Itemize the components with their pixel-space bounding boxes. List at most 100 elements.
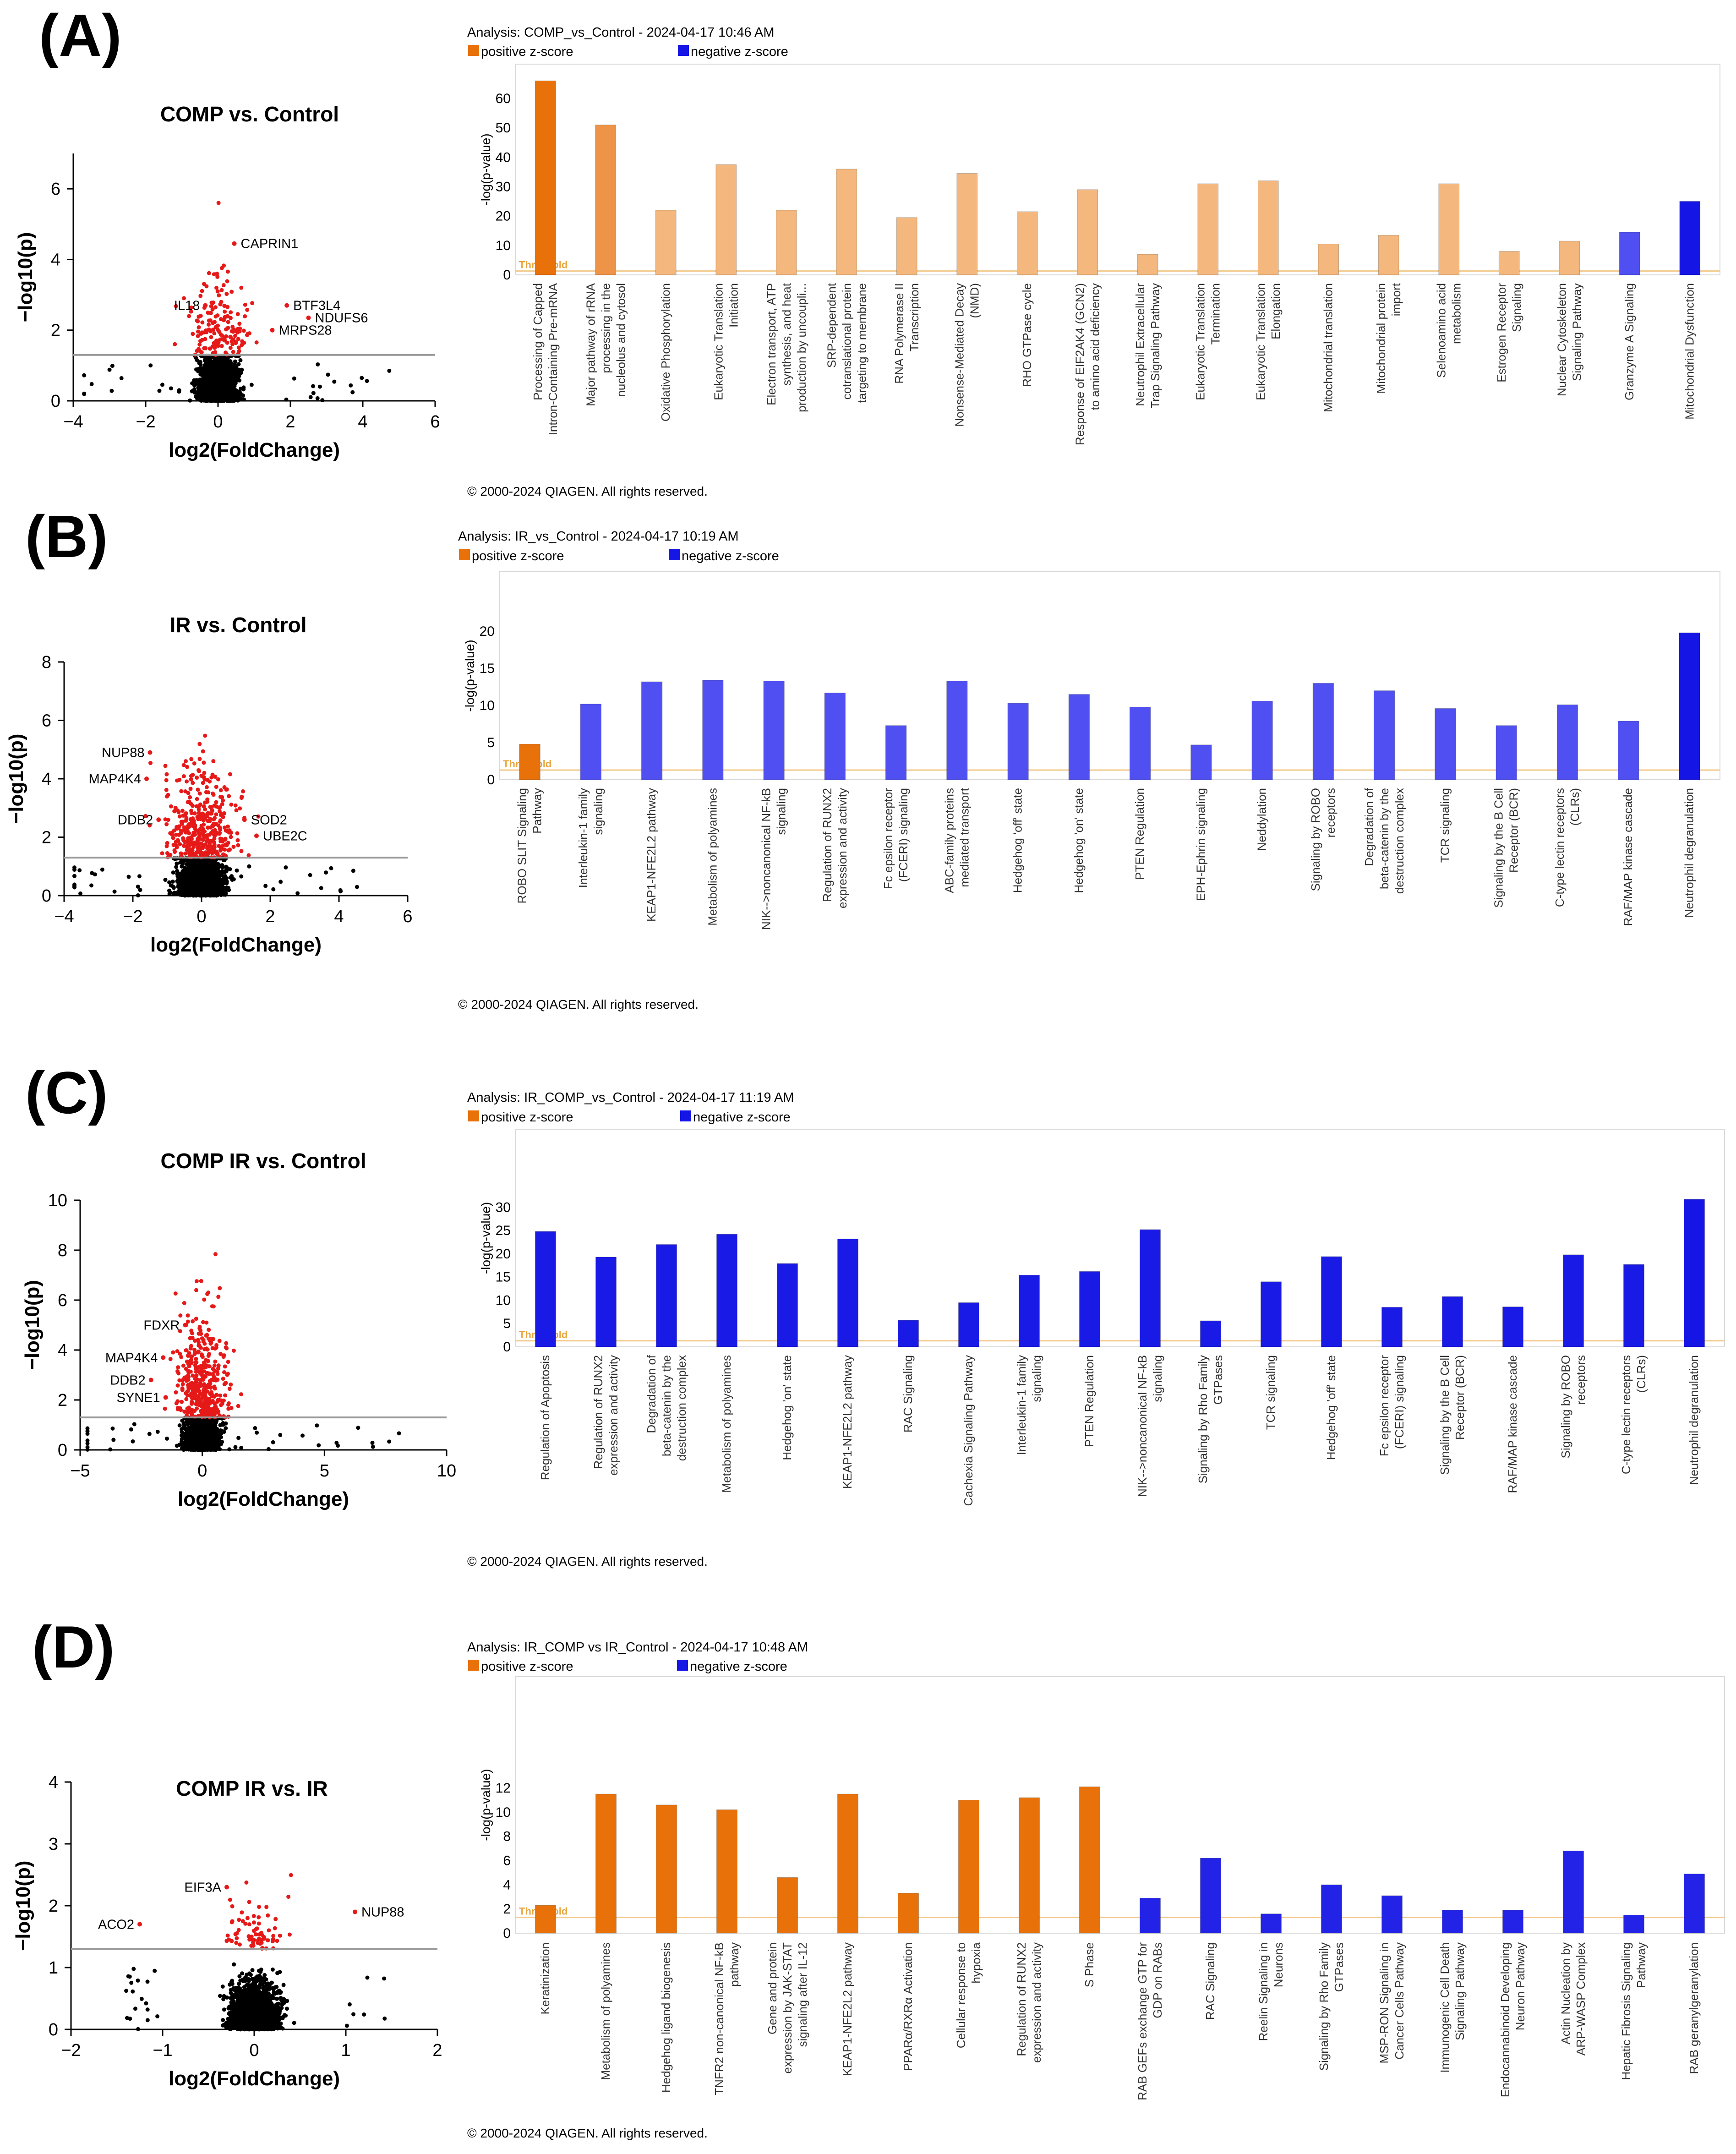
volcano-point: [320, 398, 325, 403]
volcano-point: [311, 391, 316, 395]
volcano-sig-point: [210, 344, 215, 349]
volcano-sig-point: [213, 314, 218, 319]
volcano-sig-point: [254, 340, 259, 344]
volcano-point: [217, 389, 222, 394]
volcano-sig-point: [225, 305, 230, 309]
volcano-point: [190, 864, 195, 869]
volcano-point: [227, 365, 232, 369]
bar: [1077, 189, 1098, 275]
volcano-point: [232, 399, 237, 403]
volcano-point: [112, 889, 117, 894]
volcano-sig-point: [189, 305, 194, 310]
volcano-sig-point: [180, 820, 185, 824]
volcano-sig-point: [236, 337, 240, 341]
y-tick-label: 2: [51, 321, 60, 340]
volcano-point: [89, 883, 94, 888]
volcano-sig-point: [243, 314, 247, 319]
volcano-point: [224, 881, 229, 886]
volcano-sig-point: [197, 342, 202, 347]
volcano-point: [177, 389, 181, 394]
volcano-sig-point: [202, 282, 206, 286]
volcano-point: [192, 884, 197, 889]
y-tick-label: 50: [496, 120, 511, 136]
volcano-point: [167, 891, 172, 896]
volcano-point: [199, 883, 204, 887]
volcano-sig-point: [178, 842, 182, 847]
volcano-sig-point: [213, 833, 218, 837]
gene-label: CAPRIN1: [241, 237, 299, 251]
copyright-notice: © 2000-2024 QIAGEN. All rights reserved.: [467, 484, 708, 498]
labeled-gene-point: [270, 328, 275, 333]
volcano-point: [207, 366, 212, 371]
volcano-point: [215, 361, 220, 365]
volcano-point: [199, 872, 203, 877]
volcano-point: [228, 867, 232, 871]
volcano-sig-point: [224, 350, 228, 355]
volcano-plot: COMP vs. Control−4 −2 0 2 4 60246log2(FoldCha…: [14, 102, 440, 461]
volcano-sig-point: [228, 345, 233, 350]
volcano-point: [157, 388, 162, 393]
y-tick-label: 4: [51, 250, 60, 269]
volcano-point: [230, 377, 235, 382]
volcano-point: [216, 876, 221, 880]
volcano-point: [170, 880, 175, 884]
volcano-sig-point: [226, 848, 231, 853]
volcano-point: [199, 889, 204, 893]
bar: [1559, 241, 1580, 275]
volcano-point: [209, 875, 213, 880]
volcano-point: [206, 373, 211, 378]
volcano-point: [216, 883, 220, 887]
bar: [1378, 235, 1399, 275]
volcano-sig-point: [185, 765, 190, 769]
category-label: Neutrophil Extracellular Trap Signaling P…: [1133, 283, 1162, 409]
volcano-point: [284, 397, 289, 402]
category-label: Estrogen Receptor Signaling: [1495, 283, 1523, 383]
volcano-sig-point: [177, 832, 181, 837]
volcano-point: [172, 891, 177, 895]
y-axis-label: −log10(p): [5, 734, 27, 824]
x-tick-label: 6: [403, 907, 412, 926]
volcano-sig-point: [219, 288, 224, 292]
bar: [896, 217, 917, 275]
volcano-point: [136, 884, 140, 889]
volcano-sig-point: [240, 339, 245, 344]
volcano-point: [169, 883, 174, 888]
volcano-point: [218, 398, 223, 402]
volcano-point: [195, 873, 199, 878]
volcano-sig-point: [216, 344, 220, 348]
volcano-sig-point: [235, 312, 240, 317]
category-label: Processing of Capped Intron-Containing Pr…: [531, 283, 560, 435]
category-label: Eukaryotic Translation Elongation: [1254, 283, 1283, 400]
volcano-sig-point: [239, 849, 244, 853]
volcano-point: [215, 893, 219, 897]
volcano-point: [192, 869, 197, 874]
volcano-point: [211, 377, 215, 382]
volcano-point: [207, 370, 211, 375]
bar: [1137, 254, 1158, 275]
volcano-sig-point: [230, 325, 235, 329]
bar: [655, 210, 677, 275]
volcano-point: [163, 878, 168, 882]
volcano-sig-point: [183, 789, 188, 794]
y-tick-label: 0: [42, 886, 51, 906]
volcano-sig-point: [225, 279, 229, 284]
volcano-point: [360, 376, 364, 380]
volcano-sig-point: [181, 774, 186, 778]
volcano-point: [311, 384, 316, 388]
volcano-point: [199, 369, 204, 373]
volcano-point: [315, 396, 320, 400]
volcano-point: [218, 356, 222, 361]
volcano-sig-point: [202, 346, 207, 350]
volcano-sig-point: [225, 314, 230, 318]
volcano-sig-point: [200, 289, 204, 293]
volcano-point: [82, 373, 87, 377]
volcano-sig-point: [207, 271, 211, 275]
volcano-sig-point: [148, 761, 153, 765]
volcano-point: [221, 875, 226, 880]
y-tick-label: 40: [496, 150, 511, 165]
volcano-point: [193, 892, 198, 897]
volcano-point: [206, 393, 211, 398]
volcano-point: [221, 369, 226, 374]
volcano-point: [241, 393, 246, 398]
volcano-sig-point: [235, 330, 240, 335]
